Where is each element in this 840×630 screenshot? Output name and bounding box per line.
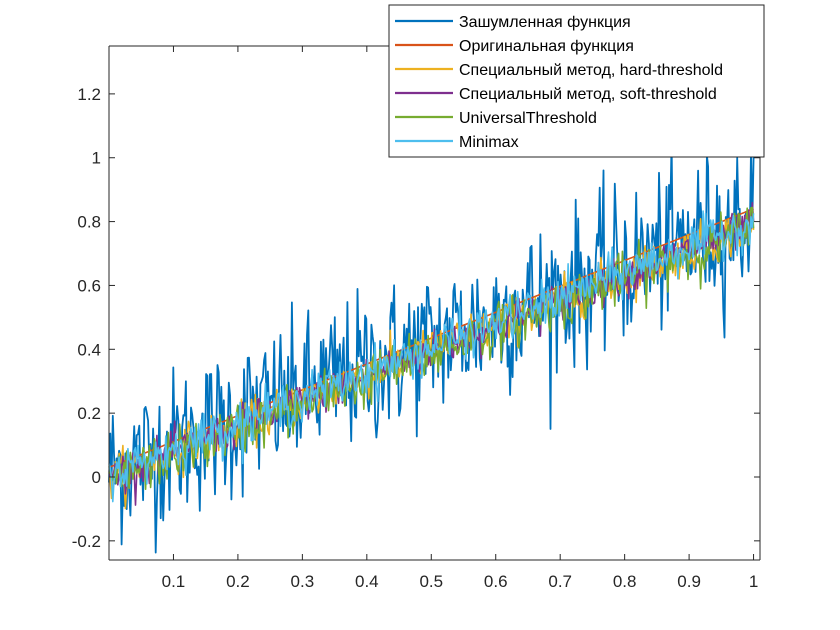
y-tick-label-6: 1	[92, 149, 101, 168]
x-tick-label-3: 0.4	[355, 572, 379, 591]
series-line-4	[108, 206, 755, 490]
x-tick-label-7: 0.8	[613, 572, 637, 591]
y-tick-label-0: -0.2	[72, 532, 101, 551]
x-tick-label-2: 0.3	[291, 572, 315, 591]
x-tick-label-6: 0.7	[548, 572, 572, 591]
x-tick-label-0: 0.1	[162, 572, 186, 591]
y-tick-label-4: 0.6	[77, 276, 101, 295]
legend-label-3: Специальный метод, soft-threshold	[459, 86, 717, 103]
series-layer	[108, 140, 755, 554]
y-tick-label-3: 0.4	[77, 340, 101, 359]
y-tick-label-2: 0.2	[77, 404, 101, 423]
y-tick-label-1: 0	[92, 468, 101, 487]
legend-label-2: Специальный метод, hard-threshold	[459, 62, 723, 79]
x-tick-label-4: 0.5	[419, 572, 443, 591]
series-line-5	[108, 210, 755, 503]
x-tick-label-8: 0.9	[677, 572, 701, 591]
x-tick-label-9: 1	[749, 572, 758, 591]
legend-label-0: Зашумленная функция	[459, 14, 631, 31]
y-tick-label-7: 1.2	[77, 85, 101, 104]
x-tick-label-5: 0.6	[484, 572, 508, 591]
y-tick-label-5: 0.8	[77, 213, 101, 232]
legend: Зашумленная функция Оригинальная функция С…	[388, 4, 765, 158]
legend-label-4: UniversalThreshold	[459, 110, 597, 127]
legend-label-5: Minimax	[459, 134, 519, 151]
legend-box	[388, 4, 765, 158]
x-tick-label-1: 0.2	[226, 572, 250, 591]
legend-label-1: Оригинальная функция	[459, 38, 634, 55]
